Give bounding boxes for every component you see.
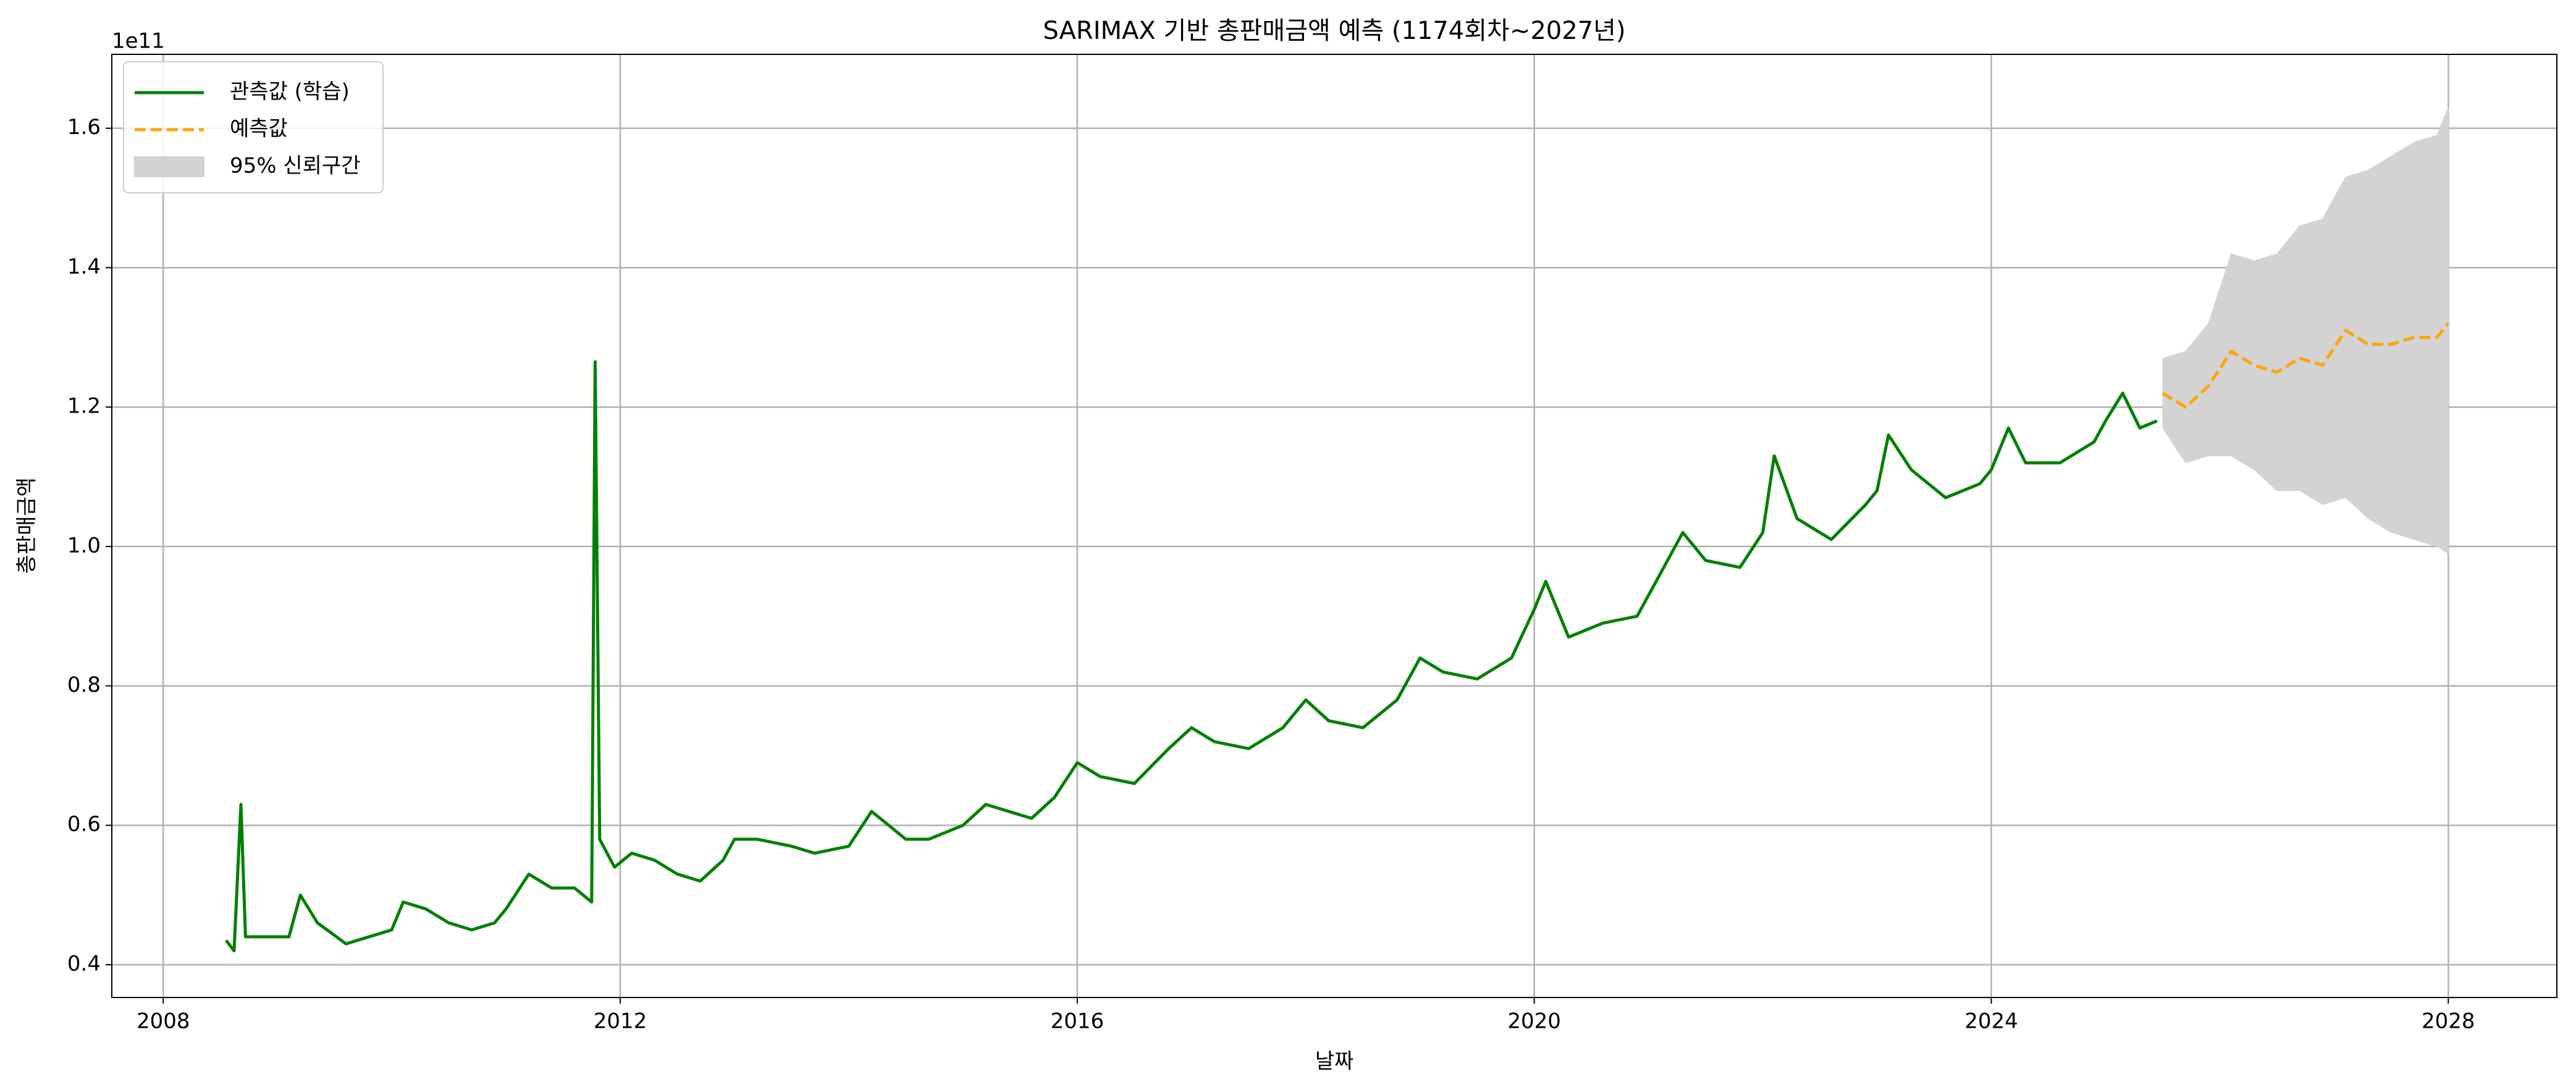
legend-label: 관측값 (학습) <box>230 80 350 104</box>
y-tick-label: 1.4 <box>67 254 101 279</box>
x-tick-label: 2024 <box>1964 1009 2018 1034</box>
y-axis-label: 총판매금액 <box>15 477 40 574</box>
y-tick-label: 1.6 <box>67 115 101 140</box>
y-offset-label: 1e11 <box>112 29 165 54</box>
series-line <box>225 360 2158 952</box>
chart-title: SARIMAX 기반 총판매금액 예측 (1174회차~2027년) <box>1043 17 1625 45</box>
series-line <box>2161 322 2450 409</box>
y-tick-label: 0.8 <box>67 673 101 697</box>
x-tick-label: 2020 <box>1507 1009 1561 1034</box>
y-tick-label: 0.4 <box>67 951 101 976</box>
y-tick-label: 1.2 <box>67 394 101 419</box>
legend-swatch <box>134 156 204 177</box>
x-tick-label: 2028 <box>2422 1009 2475 1034</box>
x-tick-label: 2016 <box>1051 1009 1105 1034</box>
legend-label: 95% 신뢰구간 <box>230 154 361 178</box>
x-tick-label: 2012 <box>594 1009 647 1034</box>
x-axis-label: 날짜 <box>1315 1049 1354 1074</box>
y-tick-label: 1.0 <box>67 533 101 558</box>
confidence-band <box>2162 107 2449 554</box>
y-tick-label: 0.6 <box>67 812 101 837</box>
x-tick-label: 2008 <box>137 1009 190 1034</box>
legend-label: 예측값 <box>230 117 288 141</box>
plot-frame <box>111 54 2557 998</box>
